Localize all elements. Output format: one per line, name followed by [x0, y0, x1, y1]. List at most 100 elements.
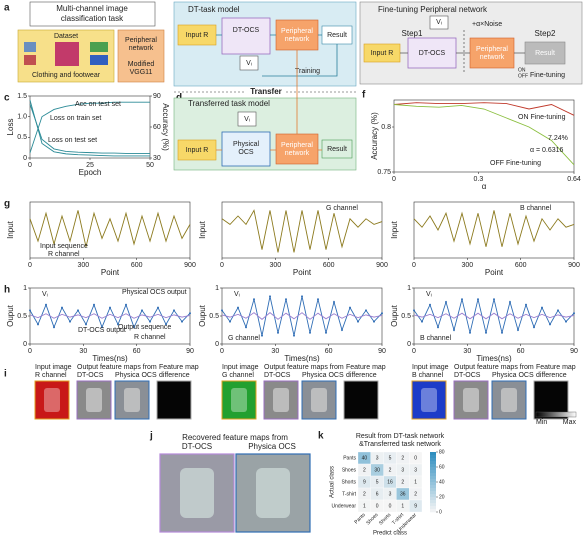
cell-label: 0 — [389, 503, 392, 509]
colorbar-step — [430, 461, 436, 465]
colorbar-step — [430, 497, 436, 501]
cell-label: 6 — [376, 491, 379, 497]
block — [221, 131, 271, 167]
colorbar-step — [430, 482, 436, 486]
label: Feature map — [346, 364, 386, 371]
plot-frame — [393, 99, 575, 173]
y-tick-label: 0 — [215, 341, 219, 348]
x-axis-label: Point — [101, 268, 120, 277]
icon — [90, 55, 108, 65]
label: DT-OCS — [454, 372, 481, 379]
cell-label: 5 — [389, 455, 392, 461]
label: difference — [536, 372, 567, 379]
label: Result — [327, 146, 347, 153]
icon — [24, 42, 36, 52]
annotation: 7.24% — [548, 135, 568, 142]
x-tick-label: 0 — [28, 162, 32, 169]
panel-b: DT-task model Input R DT-OCS Peripheral … — [173, 1, 357, 87]
label: Step2 — [535, 29, 556, 38]
colorbar-step — [430, 509, 436, 513]
y-tick-label: 0.5 — [17, 313, 27, 320]
x-axis-label: α — [482, 182, 487, 191]
x-axis-label: Epoch — [79, 168, 102, 177]
plot-frame — [29, 287, 191, 345]
image-shape — [421, 388, 437, 412]
block — [275, 133, 319, 165]
series-label: Loss on test set — [48, 137, 97, 144]
x-axis-label: Times(ns) — [92, 354, 128, 363]
block — [239, 55, 259, 71]
annotation: DT-OCS output — [78, 327, 126, 334]
label: Physica OCS — [248, 442, 296, 451]
annotation: Vᵢ — [234, 291, 240, 298]
cell-label: 2 — [414, 491, 417, 497]
image-tile — [221, 380, 257, 420]
panel-letter: h — [4, 285, 10, 296]
block — [221, 17, 271, 55]
y-tick-label: Shoes — [342, 467, 357, 473]
annotation: Physical OCS output — [122, 289, 187, 296]
image-tile — [343, 380, 379, 420]
chart-title: &Transferred task network — [359, 441, 441, 448]
y-axis-label: Ouput — [6, 304, 15, 327]
cell-label: 3 — [376, 455, 379, 461]
x-tick-label: 300 — [269, 262, 281, 269]
label: network — [129, 45, 154, 52]
image-shape — [501, 388, 517, 412]
label: Feature map — [159, 364, 199, 371]
image-shape — [231, 388, 247, 412]
panel-letter: i — [4, 369, 7, 380]
y-tick-label: 0.75 — [377, 169, 391, 176]
y-axis-label: Input — [390, 220, 399, 239]
colorbar-step — [430, 467, 436, 471]
colorbar-tick-label: 20 — [439, 494, 445, 500]
colorbar-step — [430, 458, 436, 462]
colorbar-step — [430, 503, 436, 507]
cell-label: 3 — [389, 491, 392, 497]
cell-label: 3 — [401, 467, 404, 473]
annotation: G channel — [228, 335, 260, 342]
x-tick-label: 900 — [376, 262, 388, 269]
label: Output feature maps from — [77, 364, 157, 371]
colorbar-label: Min — [536, 419, 547, 426]
plot-frame — [413, 201, 575, 259]
image-tile — [411, 380, 447, 420]
annotation: B channel — [520, 205, 552, 212]
series-line — [29, 100, 150, 157]
title: Transferred task model — [188, 99, 270, 108]
annotation: Vᵢ — [426, 291, 432, 298]
x-axis-label: Point — [485, 268, 504, 277]
cell-label: 1 — [401, 503, 404, 509]
y-tick-label: 1 — [215, 285, 219, 292]
title: Recovered feature maps from — [182, 433, 288, 442]
label: network — [285, 150, 310, 157]
label: Peripheral — [476, 46, 508, 53]
y-tick-label: 1 — [407, 285, 411, 292]
label: Physica OCS — [492, 372, 534, 379]
y-axis-label: Accuracy (%) — [370, 112, 379, 160]
panel-letter: k — [318, 431, 324, 442]
label: Modified — [128, 61, 155, 68]
block — [407, 37, 457, 69]
label: Clothing and footwear — [32, 72, 101, 79]
label: DT-OCS — [182, 442, 212, 451]
icon — [90, 42, 108, 52]
label: Step1 — [402, 29, 423, 38]
y-tick-label: 0.5 — [401, 313, 411, 320]
cell-label: 2 — [363, 467, 366, 473]
colorbar-step — [430, 491, 436, 495]
panel-letter: c — [4, 93, 10, 104]
series-label: OFF Fine-tuning — [490, 160, 541, 167]
x-tick-label: 25 — [86, 162, 94, 169]
label: DT-OCS — [264, 372, 291, 379]
label: Vᵢ — [246, 60, 252, 67]
image-shape — [180, 468, 214, 518]
image-tile — [34, 380, 70, 420]
arrow — [216, 50, 322, 151]
x-tick-label: 60 — [133, 348, 141, 355]
label: ON — [518, 67, 526, 73]
label: Result — [535, 50, 555, 57]
annotation: Vᵢ — [42, 291, 48, 298]
cell-label: 16 — [387, 479, 393, 485]
